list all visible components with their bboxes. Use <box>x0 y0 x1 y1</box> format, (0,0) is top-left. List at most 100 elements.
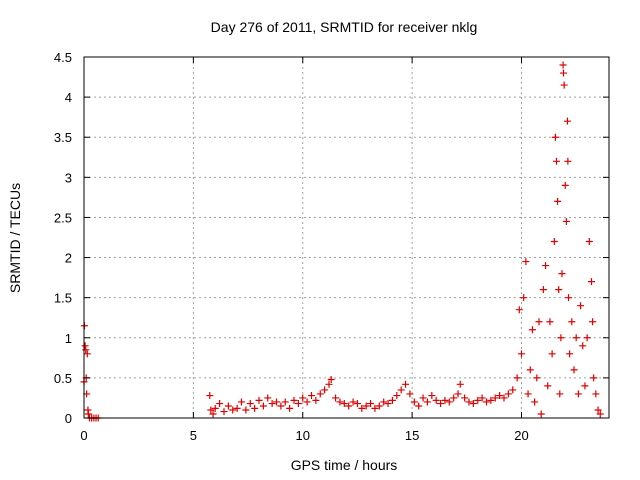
data-point <box>321 386 329 394</box>
data-point <box>299 394 307 402</box>
data-point <box>491 394 499 402</box>
data-point <box>469 400 477 408</box>
data-point <box>478 394 486 402</box>
data-point <box>564 157 572 165</box>
data-point <box>83 350 91 358</box>
data-point <box>380 398 388 406</box>
data-point <box>294 400 302 408</box>
data-point <box>358 404 366 412</box>
data-point <box>522 258 530 266</box>
data-point <box>308 392 315 400</box>
y-tick-label: 0.5 <box>54 371 72 386</box>
data-point <box>487 396 495 404</box>
data-point <box>465 398 473 406</box>
data-point <box>581 382 589 390</box>
data-point <box>367 400 375 408</box>
data-point <box>563 117 571 125</box>
data-point <box>574 390 582 398</box>
data-point <box>410 398 418 406</box>
data-point <box>594 406 602 414</box>
data-point <box>518 350 525 358</box>
grid <box>84 57 609 418</box>
data-point <box>402 380 410 388</box>
y-tick-label: 0 <box>65 411 72 426</box>
data-point <box>561 181 569 189</box>
data-point <box>553 157 560 165</box>
data-point <box>393 392 401 400</box>
x-tick-label: 10 <box>296 428 310 443</box>
data-point <box>384 400 392 408</box>
data-point <box>546 318 554 326</box>
data-point <box>216 400 224 408</box>
y-axis-label: SRMTID / TECUs <box>7 183 23 293</box>
data-point <box>423 398 431 406</box>
data-point <box>539 286 547 294</box>
data-point <box>277 402 285 410</box>
data-point <box>513 374 521 382</box>
data-point <box>589 318 597 326</box>
data-point <box>542 262 550 270</box>
data-point <box>551 133 559 141</box>
data-point <box>264 394 272 402</box>
data-point <box>268 400 276 408</box>
data-point <box>207 406 215 414</box>
data-point <box>316 390 324 398</box>
axis-ticks <box>83 56 609 419</box>
data-point <box>450 394 458 402</box>
data-point <box>84 410 92 418</box>
data-point <box>224 402 232 410</box>
data-point <box>560 69 567 77</box>
data-point <box>555 286 563 294</box>
data-point <box>290 396 298 404</box>
data-point <box>246 400 254 408</box>
data-point <box>281 398 289 406</box>
data-point <box>428 392 436 400</box>
data-point <box>82 346 90 354</box>
data-point <box>437 400 445 408</box>
data-point <box>340 400 348 408</box>
data-point <box>528 326 536 334</box>
data-point <box>259 402 267 410</box>
y-tick-labels: 0 0.5 1 1.5 2 2.5 3 3.5 4 4.5 <box>54 50 72 426</box>
data-point <box>353 400 361 408</box>
y-tick-label: 4.5 <box>54 50 72 65</box>
data-point <box>336 398 344 406</box>
data-point <box>590 374 598 382</box>
data-point <box>251 404 259 412</box>
x-tick-label: 0 <box>80 428 87 443</box>
data-point <box>211 404 219 412</box>
data-point <box>496 392 504 400</box>
data-point <box>560 81 568 89</box>
data-point <box>445 398 453 406</box>
data-point <box>565 294 573 302</box>
data-point <box>229 406 237 414</box>
y-tick-label: 3 <box>65 170 72 185</box>
data-point <box>397 386 405 394</box>
data-point <box>327 375 335 383</box>
y-tick-label: 1 <box>65 331 72 346</box>
data-point <box>562 217 570 225</box>
data-point <box>558 270 566 278</box>
data-point <box>233 404 241 412</box>
y-tick-label: 4 <box>65 90 72 105</box>
data-point <box>371 404 379 412</box>
y-tick-label: 2 <box>65 251 72 266</box>
data-point <box>548 350 556 358</box>
data-point <box>509 386 517 394</box>
y-tick-label: 3.5 <box>54 130 72 145</box>
data-point <box>535 318 543 326</box>
data-point <box>209 410 217 418</box>
data-point <box>500 394 508 402</box>
data-point <box>375 402 383 410</box>
data-point <box>406 390 414 398</box>
data-point <box>577 302 585 310</box>
y-tick-label: 2.5 <box>54 210 72 225</box>
data-point <box>419 394 427 402</box>
data-point <box>312 396 320 404</box>
data-point <box>520 294 528 302</box>
data-point <box>588 278 595 286</box>
chart-title: Day 276 of 2011, SRMTID for receiver nkl… <box>211 19 478 35</box>
